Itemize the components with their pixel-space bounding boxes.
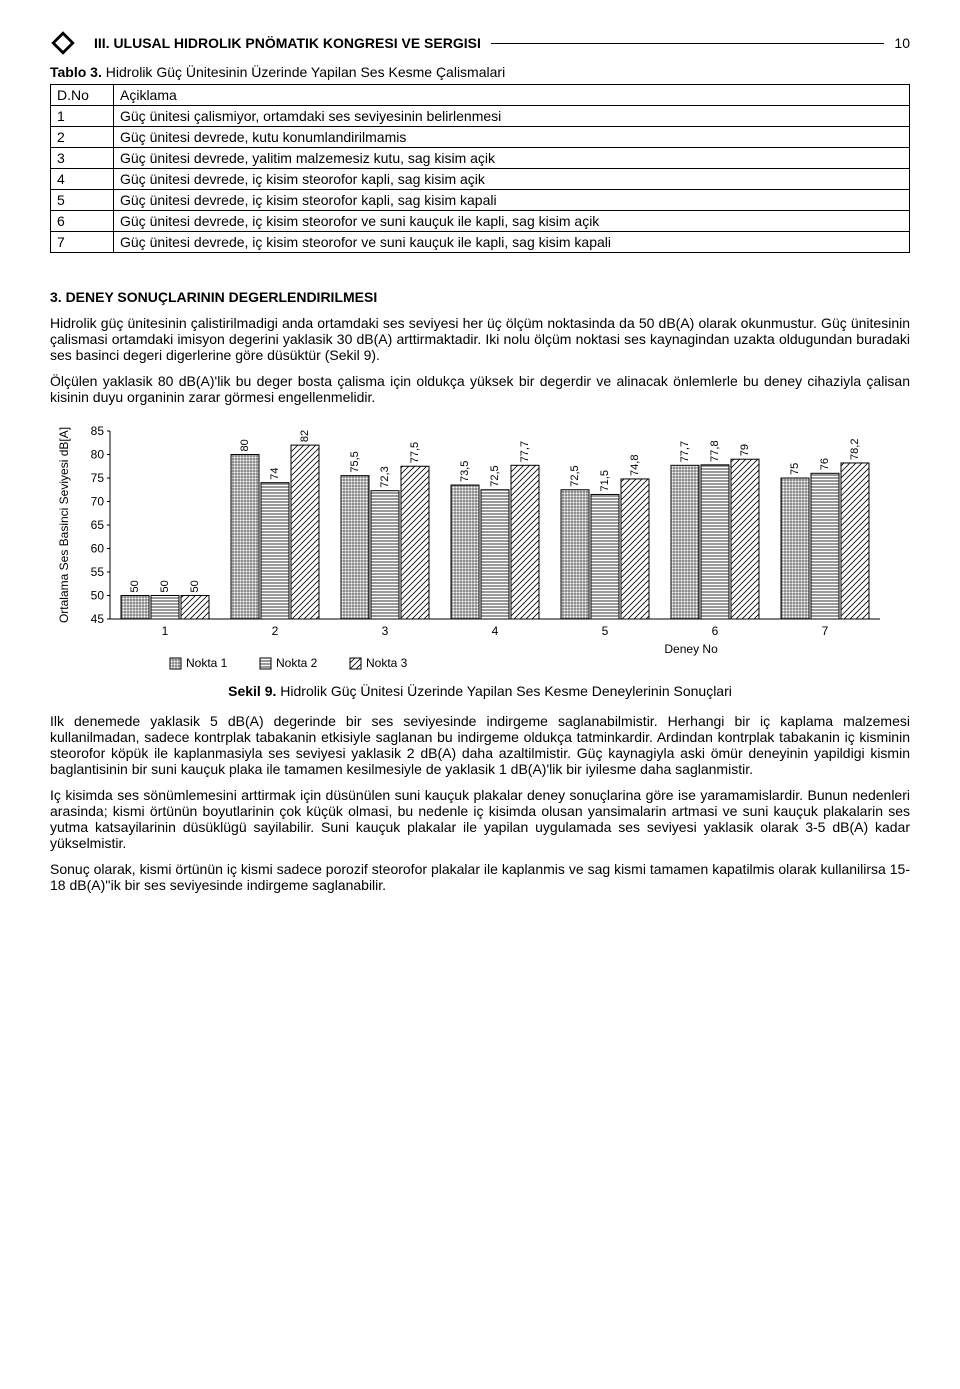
table-cell-desc: Güç ünitesi devrede, iç kisim steorofor …	[114, 169, 910, 190]
table-row: 6Güç ünitesi devrede, iç kisim steorofor…	[51, 211, 910, 232]
svg-text:77,5: 77,5	[409, 442, 421, 463]
svg-text:Nokta 3: Nokta 3	[366, 656, 408, 670]
svg-text:72,3: 72,3	[379, 466, 391, 487]
svg-text:2: 2	[272, 624, 279, 638]
svg-text:3: 3	[382, 624, 389, 638]
figure9-caption-rest: Hidrolik Güç Ünitesi Üzerinde Yapilan Se…	[276, 683, 731, 699]
table-cell-desc: Güç ünitesi çalismiyor, ortamdaki ses se…	[114, 106, 910, 127]
svg-text:72,5: 72,5	[569, 465, 581, 486]
header-rule	[491, 43, 885, 44]
table3-caption-bold: Tablo 3.	[50, 64, 102, 80]
svg-text:6: 6	[712, 624, 719, 638]
table-cell-desc: Güç ünitesi devrede, iç kisim steorofor …	[114, 190, 910, 211]
header-title: III. ULUSAL HIDROLIK PNÖMATIK KONGRESI V…	[94, 35, 481, 51]
svg-text:65: 65	[91, 518, 105, 532]
svg-text:76: 76	[819, 458, 831, 470]
svg-text:72,5: 72,5	[489, 465, 501, 486]
svg-text:50: 50	[129, 580, 141, 592]
page-number: 10	[894, 35, 910, 51]
svg-text:82: 82	[299, 430, 311, 442]
table-row: 1Güç ünitesi çalismiyor, ortamdaki ses s…	[51, 106, 910, 127]
table-cell-no: 3	[51, 148, 114, 169]
table-cell-no: 7	[51, 232, 114, 253]
svg-text:78,2: 78,2	[849, 439, 861, 460]
svg-text:77,8: 77,8	[709, 440, 721, 461]
para1: Hidrolik güç ünitesinin çalistirilmadigi…	[50, 315, 910, 363]
para5: Sonuç olarak, kismi örtünün iç kismi sad…	[50, 861, 910, 893]
logo-icon	[50, 30, 76, 56]
table-cell-desc: Güç ünitesi devrede, iç kisim steorofor …	[114, 211, 910, 232]
svg-text:70: 70	[91, 495, 105, 509]
table-row: 5Güç ünitesi devrede, iç kisim steorofor…	[51, 190, 910, 211]
svg-text:85: 85	[91, 424, 105, 438]
figure9-caption-bold: Sekil 9.	[228, 683, 276, 699]
table-cell-no: 5	[51, 190, 114, 211]
svg-text:79: 79	[739, 444, 751, 456]
table-row: 4Güç ünitesi devrede, iç kisim steorofor…	[51, 169, 910, 190]
table-cell-no: 1	[51, 106, 114, 127]
table-row: 3Güç ünitesi devrede, yalitim malzemesiz…	[51, 148, 910, 169]
svg-text:80: 80	[91, 448, 105, 462]
table-cell-no: 6	[51, 211, 114, 232]
svg-text:80: 80	[239, 439, 251, 451]
svg-text:71,5: 71,5	[599, 470, 611, 491]
table-row: 7Güç ünitesi devrede, iç kisim steorofor…	[51, 232, 910, 253]
table-cell-desc: Güç ünitesi devrede, iç kisim steorofor …	[114, 232, 910, 253]
svg-text:Nokta 1: Nokta 1	[186, 656, 228, 670]
svg-text:45: 45	[91, 612, 105, 626]
svg-text:75,5: 75,5	[349, 451, 361, 472]
svg-text:74: 74	[269, 467, 281, 479]
para2: Ölçülen yaklasik 80 dB(A)'lik bu deger b…	[50, 373, 910, 405]
page-header: III. ULUSAL HIDROLIK PNÖMATIK KONGRESI V…	[50, 30, 910, 56]
svg-text:5: 5	[602, 624, 609, 638]
svg-text:Nokta 2: Nokta 2	[276, 656, 318, 670]
figure9-chart: 455055606570758085Ortalama Ses Basinci S…	[50, 417, 910, 677]
svg-text:75: 75	[91, 471, 105, 485]
table-cell-no: 4	[51, 169, 114, 190]
svg-text:50: 50	[189, 580, 201, 592]
svg-text:50: 50	[159, 580, 171, 592]
svg-text:Ortalama Ses Basinci Seviyesi: Ortalama Ses Basinci Seviyesi dB[A]	[57, 427, 71, 623]
table3-caption: Tablo 3. Hidrolik Güç Ünitesinin Üzerind…	[50, 64, 910, 80]
table3-col1: D.No	[51, 85, 114, 106]
svg-text:Deney No: Deney No	[664, 642, 718, 656]
table-cell-desc: Güç ünitesi devrede, yalitim malzemesiz …	[114, 148, 910, 169]
svg-text:77,7: 77,7	[679, 441, 691, 462]
table3-col2: Açiklama	[114, 85, 910, 106]
section3-heading: 3. DENEY SONUÇLARININ DEGERLENDIRILMESI	[50, 289, 910, 305]
svg-text:73,5: 73,5	[459, 461, 471, 482]
svg-text:7: 7	[822, 624, 829, 638]
svg-text:77,7: 77,7	[519, 441, 531, 462]
para3: Ilk denemede yaklasik 5 dB(A) degerinde …	[50, 713, 910, 777]
svg-text:1: 1	[162, 624, 169, 638]
table-row: 2Güç ünitesi devrede, kutu konumlandiril…	[51, 127, 910, 148]
table-cell-no: 2	[51, 127, 114, 148]
svg-text:60: 60	[91, 542, 105, 556]
svg-text:55: 55	[91, 565, 105, 579]
svg-text:74,8: 74,8	[629, 455, 641, 476]
table3-caption-rest: Hidrolik Güç Ünitesinin Üzerinde Yapilan…	[102, 64, 505, 80]
table3: D.No Açiklama 1Güç ünitesi çalismiyor, o…	[50, 84, 910, 253]
svg-text:50: 50	[91, 589, 105, 603]
svg-text:4: 4	[492, 624, 499, 638]
svg-text:75: 75	[789, 463, 801, 475]
figure9-caption: Sekil 9. Hidrolik Güç Ünitesi Üzerinde Y…	[50, 683, 910, 699]
table-cell-desc: Güç ünitesi devrede, kutu konumlandirilm…	[114, 127, 910, 148]
para4: Iç kisimda ses sönümlemesini arttirmak i…	[50, 787, 910, 851]
